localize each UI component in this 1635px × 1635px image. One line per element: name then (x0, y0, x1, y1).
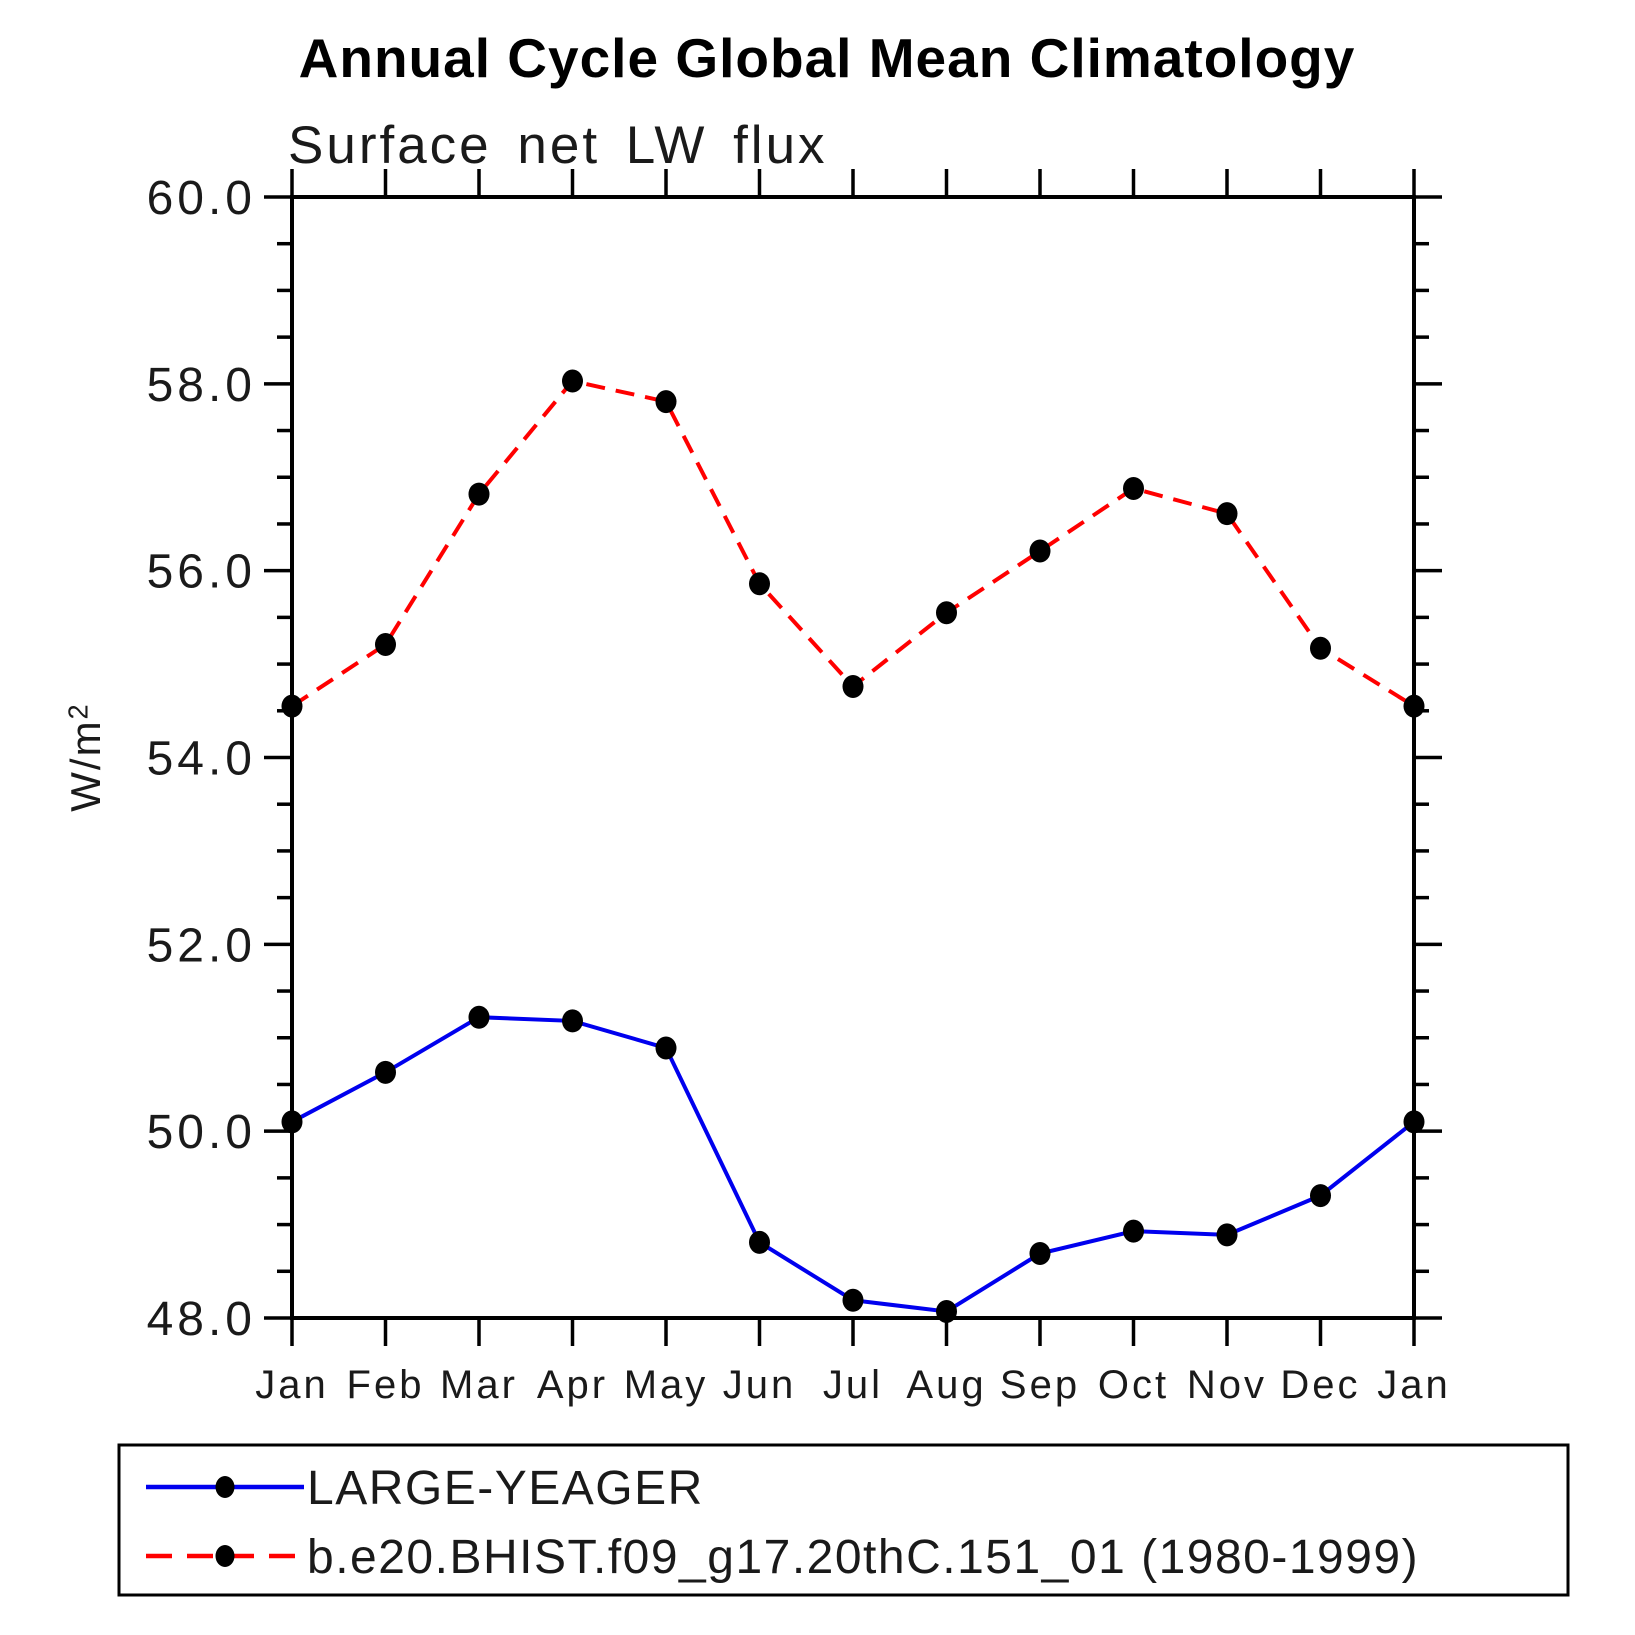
data-point-marker (936, 601, 957, 625)
data-point-marker (375, 632, 396, 656)
x-tick-label: Jun (723, 1363, 797, 1407)
data-point-marker (749, 572, 770, 596)
x-tick-label: Sep (1000, 1363, 1080, 1407)
legend-label: LARGE-YEAGER (307, 1462, 704, 1515)
data-point-marker (655, 390, 677, 414)
x-tick-label: Mar (440, 1363, 518, 1407)
y-tick-label: 52.0 (147, 919, 256, 972)
data-point-marker (749, 1230, 770, 1254)
chart-title: Annual Cycle Global Mean Climatology (299, 27, 1356, 89)
data-point-marker (655, 1036, 677, 1060)
plot-frame (290, 195, 1416, 1320)
data-point-marker (1216, 502, 1238, 526)
data-point-marker (1216, 1223, 1238, 1247)
legend-marker (215, 1545, 235, 1567)
data-series (281, 369, 1425, 1323)
data-point-marker (842, 675, 864, 699)
data-point-marker (1403, 1110, 1425, 1134)
x-tick-label: May (624, 1363, 709, 1407)
x-tick-label: Aug (906, 1363, 986, 1407)
x-tick-label: Nov (1187, 1363, 1267, 1407)
data-point-marker (1123, 1219, 1144, 1243)
x-tick-label: Dec (1280, 1363, 1360, 1407)
x-tick-label: Jan (1377, 1363, 1451, 1407)
x-tick-label: Jul (823, 1363, 883, 1407)
data-point-marker (1310, 636, 1331, 660)
y-tick-label: 60.0 (147, 172, 256, 225)
x-tick-labels: Jan Feb Mar Apr May Jun Jul Aug Sep Oct Nov Dec Jan (255, 1363, 1451, 1407)
data-point-marker (562, 1009, 583, 1033)
data-point-marker (375, 1060, 396, 1084)
data-point-marker (1310, 1184, 1331, 1208)
legend: LARGE-YEAGER b.e20.BHIST.f09_g17.20thC.15… (117, 1443, 1570, 1597)
y-axis-title-base: W/m (62, 719, 109, 811)
data-point-marker (1029, 1242, 1051, 1266)
data-point-marker (842, 1288, 864, 1312)
data-point-marker (562, 369, 583, 393)
y-tick-labels: 48.0 50.0 52.0 54.0 56.0 58.0 60.0 (147, 172, 256, 1346)
x-tick-label: Oct (1098, 1363, 1169, 1407)
data-point-marker (1123, 476, 1144, 500)
data-point-marker (281, 1110, 303, 1134)
y-tick-label: 50.0 (147, 1106, 256, 1159)
x-tick-label: Jan (255, 1363, 329, 1407)
y-tick-label: 48.0 (147, 1293, 256, 1346)
data-point-marker (936, 1299, 957, 1323)
x-tick-label: Apr (537, 1363, 608, 1407)
legend-label: b.e20.BHIST.f09_g17.20thC.151_01 (1980-1… (307, 1531, 1419, 1584)
axes (264, 169, 1442, 1346)
legend-box (117, 1443, 1570, 1597)
y-tick-label: 56.0 (147, 546, 256, 599)
series-line-large-yeager (291, 1015, 1416, 1314)
legend-marker (215, 1476, 235, 1498)
data-point-marker (468, 482, 490, 506)
data-point-marker (281, 694, 303, 718)
y-tick-label: 54.0 (147, 733, 256, 786)
y-axis-title: W/m2 (62, 702, 109, 811)
data-point-marker (1403, 694, 1425, 718)
y-tick-label: 58.0 (147, 359, 256, 412)
data-point-marker (1029, 539, 1051, 563)
data-point-marker (468, 1005, 490, 1029)
x-tick-label: Feb (347, 1363, 425, 1407)
series-line-model (290, 378, 1416, 708)
chart-subtitle: Surface net LW flux (288, 116, 828, 175)
y-axis-title-exponent: 2 (63, 702, 94, 719)
